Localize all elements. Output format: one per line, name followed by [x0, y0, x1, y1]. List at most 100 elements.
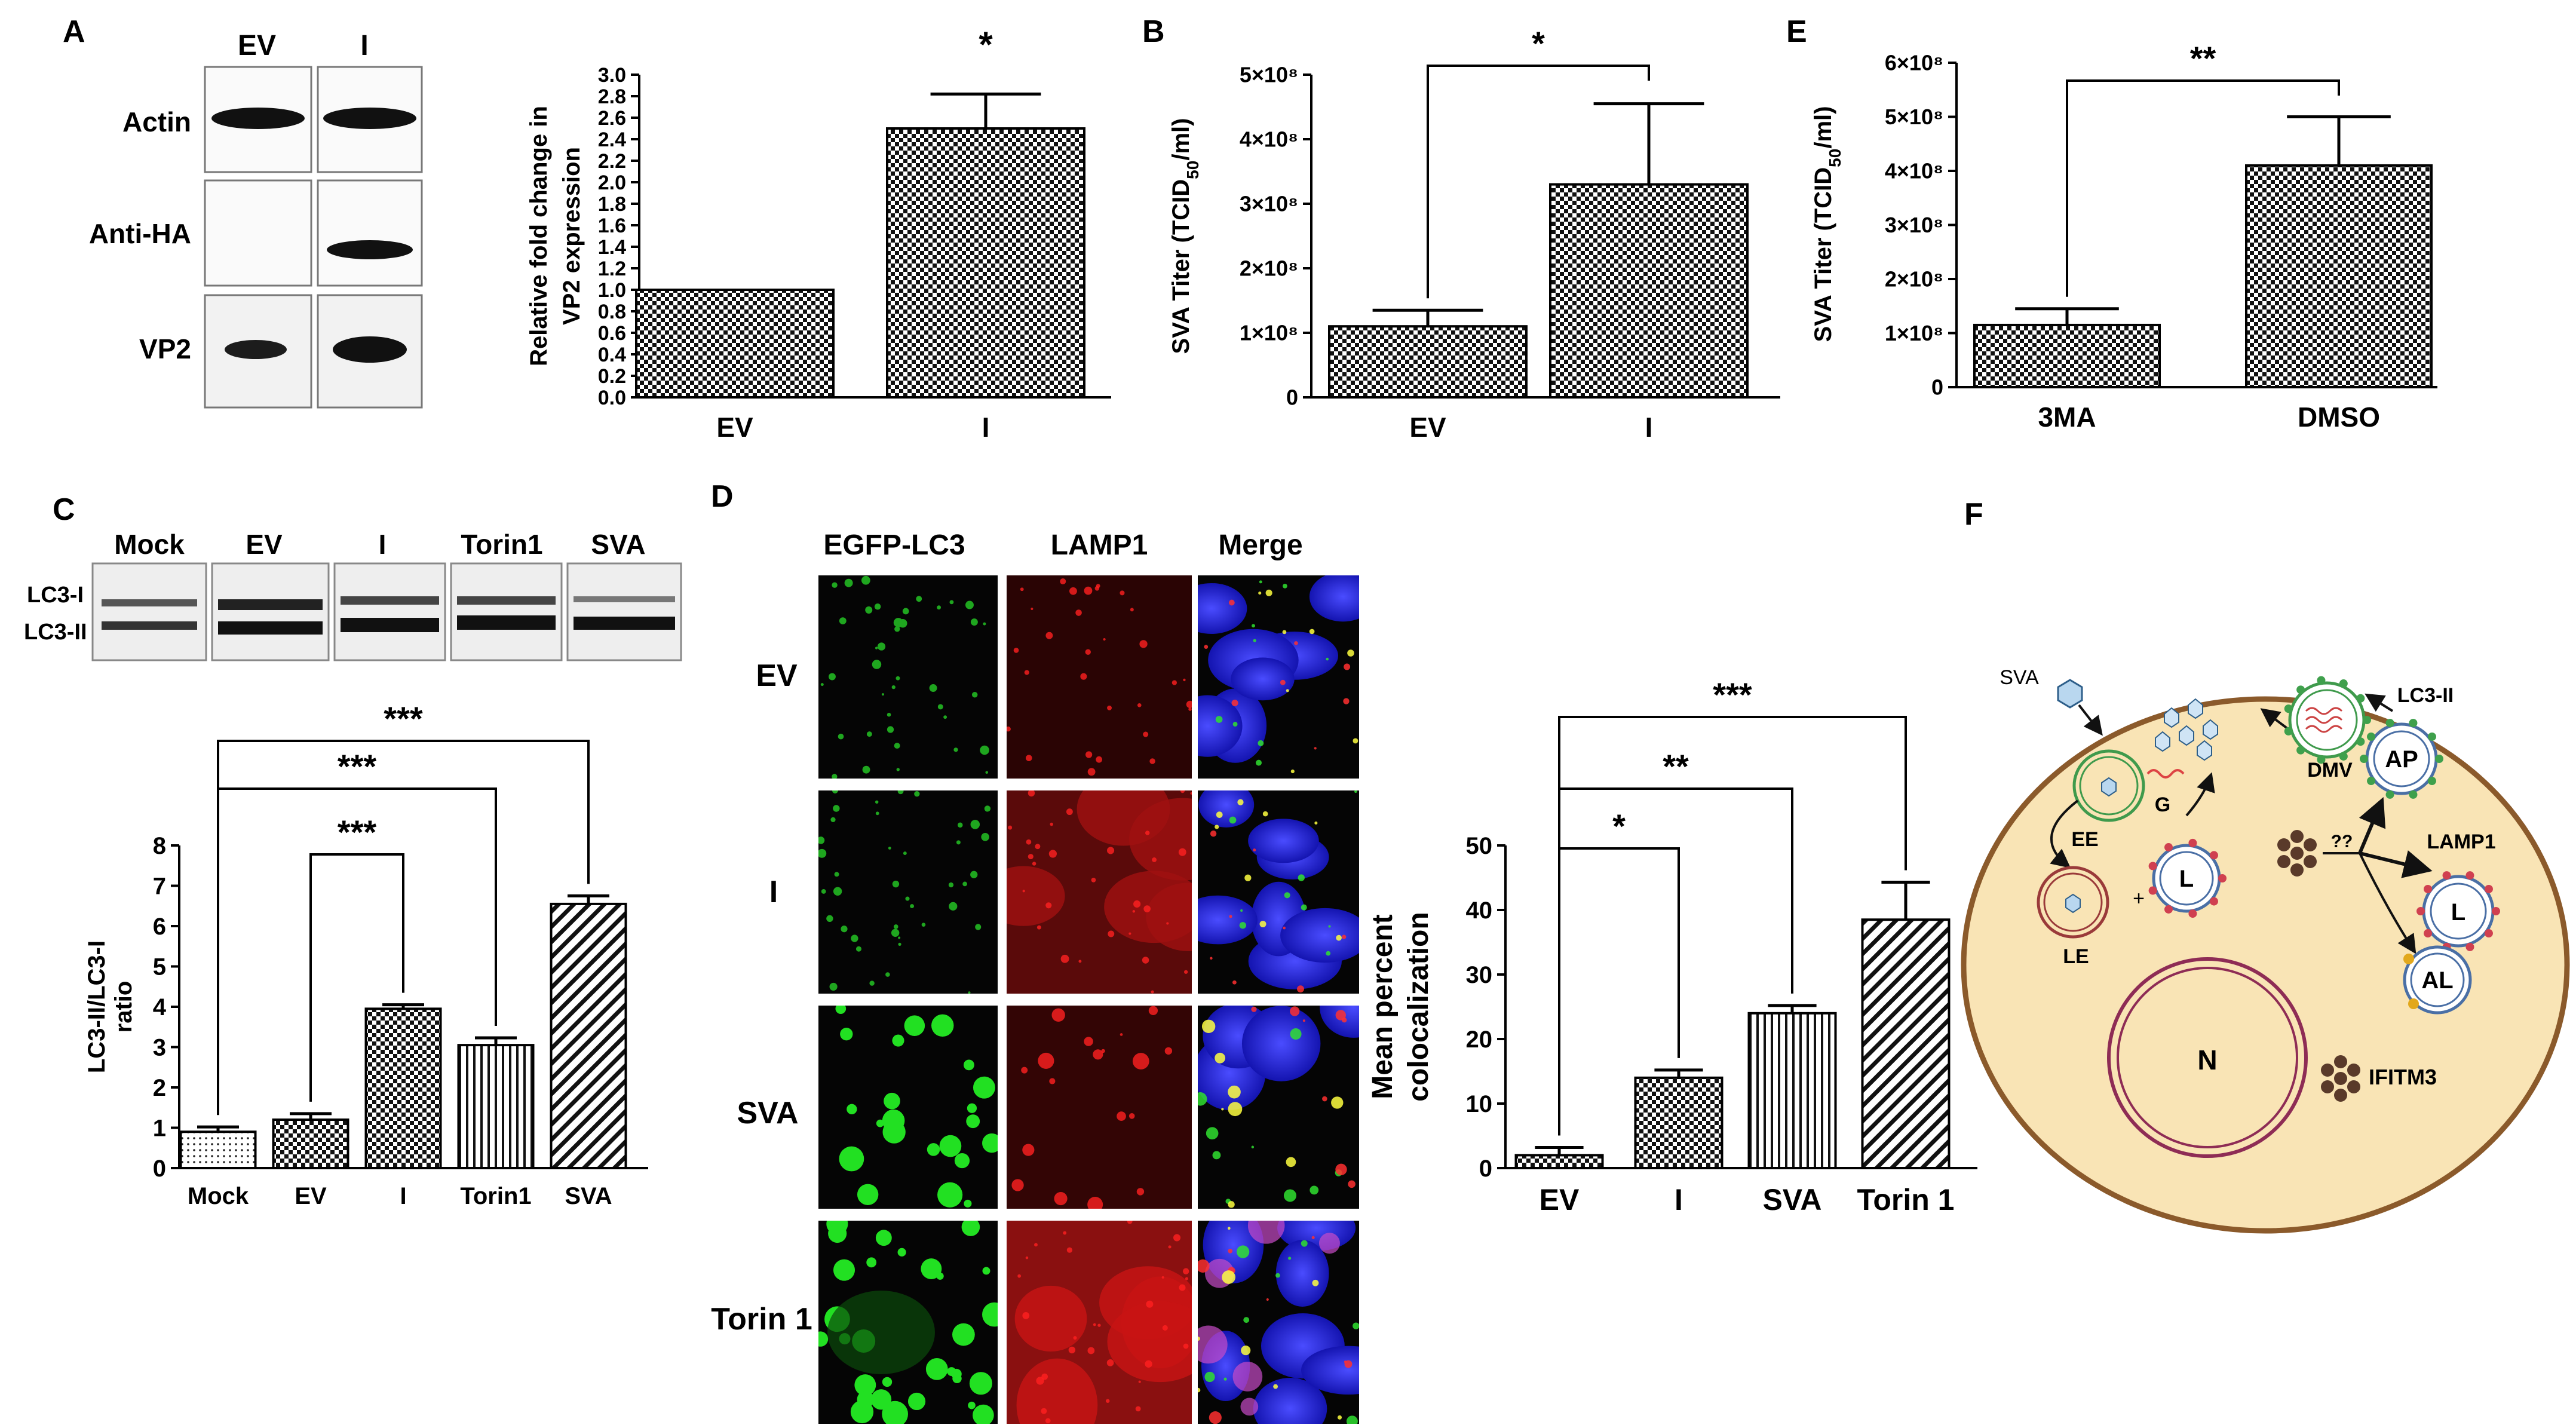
y-tick-label: 2×10⁸	[1885, 267, 1943, 292]
y-axis-label: SVA Titer (TCID50/ml)	[1168, 118, 1202, 354]
image-column-label: Merge	[1218, 529, 1302, 561]
bar	[1634, 1076, 1724, 1170]
blot-lane-label: SVA	[591, 529, 645, 560]
significance-bracket	[309, 853, 404, 1102]
significance-mark: *	[1612, 807, 1626, 845]
y-tick-label: 2×10⁸	[1240, 256, 1298, 281]
y-tick-label: 1.0	[598, 279, 626, 302]
x-tick-label: Torin 1	[1857, 1183, 1955, 1216]
y-tick-label: 0.0	[598, 387, 626, 409]
image-row-label: Torin 1	[711, 1302, 812, 1337]
significance-bracket	[1427, 65, 1650, 299]
y-tick-label: 0.4	[598, 344, 626, 366]
late-endosome	[2037, 866, 2109, 939]
sva-label: SVA	[2000, 666, 2039, 689]
panel-letter-d: D	[711, 479, 734, 514]
y-axis-label: ratio	[111, 981, 137, 1033]
g-label: G	[2155, 793, 2170, 816]
significance-mark: **	[1663, 747, 1689, 785]
panel-letter-c: C	[53, 492, 75, 527]
y-tick-label: 0.2	[598, 365, 626, 388]
bar	[1973, 323, 2161, 388]
l-label: L	[2179, 866, 2194, 892]
micrograph	[1007, 575, 1192, 779]
image-column-label: EGFP-LC3	[823, 529, 965, 561]
micrograph	[1198, 1221, 1359, 1424]
x-tick-label: Mock	[188, 1183, 249, 1209]
blot-lane-label: I	[379, 529, 387, 560]
significance-bracket	[2066, 79, 2340, 297]
y-axis-label: colocalization	[1403, 912, 1434, 1101]
image-column-label: LAMP1	[1051, 529, 1148, 561]
y-tick-label: 2.4	[598, 128, 626, 151]
y-tick-label: 3×10⁸	[1885, 213, 1943, 237]
y-axis-label: Mean percent	[1367, 914, 1399, 1099]
y-tick-label: 3	[153, 1035, 166, 1061]
y-tick-label: 0	[1931, 375, 1943, 400]
y-tick-label: 50	[1466, 833, 1493, 859]
blot-band-label: LC3-II	[24, 620, 87, 645]
y-tick-label: 4	[153, 994, 167, 1021]
plus-label: +	[2133, 887, 2145, 910]
y-tick-label: 2.6	[598, 107, 626, 130]
bar	[1328, 325, 1528, 399]
ee-label: EE	[2071, 828, 2098, 851]
y-axis-label: VP2 expression	[559, 147, 585, 325]
y-tick-label: 10	[1466, 1091, 1493, 1117]
dmv-label: DMV	[2307, 759, 2353, 782]
ap-label: AP	[2385, 746, 2418, 773]
chart-a-bar: 0.00.20.40.60.81.01.21.41.61.82.02.22.42…	[526, 24, 1111, 443]
bar	[550, 902, 627, 1169]
virus-cluster-icon	[2155, 698, 2218, 761]
al-label: AL	[2421, 967, 2453, 994]
x-tick-label: EV	[716, 412, 753, 443]
image-row-label: I	[769, 875, 778, 909]
l-label: L	[2451, 899, 2465, 926]
micrograph	[1007, 790, 1192, 994]
panel-c-blot: Mock EV I Torin1 SVA LC3-I LC3-II	[24, 529, 682, 661]
blot-row-label: Actin	[122, 106, 191, 137]
y-tick-label: 20	[1466, 1026, 1493, 1053]
y-tick-label: 2	[153, 1075, 166, 1101]
y-tick-label: 0	[1479, 1156, 1492, 1182]
y-tick-label: 0.8	[598, 301, 626, 323]
micrograph	[818, 790, 998, 994]
x-tick-label: I	[982, 412, 990, 443]
y-tick-label: 2.8	[598, 85, 626, 108]
bar	[179, 1130, 257, 1169]
blot-lane-label: EV	[238, 30, 276, 62]
micrograph	[1007, 1221, 1192, 1424]
y-axis-label: Relative fold change in	[526, 106, 552, 366]
y-axis-label: LC3-II/LC3-I	[84, 940, 110, 1073]
blot-row-label: VP2	[139, 333, 191, 364]
x-tick-label: I	[1675, 1183, 1683, 1216]
significance-bracket	[1558, 716, 1907, 1136]
le-label: LE	[2063, 945, 2089, 968]
y-tick-label: 6×10⁸	[1885, 51, 1943, 75]
panel-d-images: EGFP-LC3 LAMP1 Merge EV I SVA Torin 1	[711, 529, 1359, 1424]
micrograph	[818, 575, 998, 779]
y-tick-label: 0	[153, 1156, 166, 1182]
significance-bracket	[217, 740, 590, 1116]
x-tick-label: SVA	[565, 1183, 612, 1209]
qq-label: ??	[2331, 832, 2353, 851]
x-tick-label: Torin1	[460, 1183, 531, 1209]
x-tick-label: EV	[1540, 1183, 1580, 1216]
lc3-label: LC3-II	[2397, 684, 2454, 707]
bar	[1514, 1154, 1604, 1170]
virus-icon	[2057, 679, 2083, 709]
y-axis-label: SVA Titer (TCID50/ml)	[1810, 106, 1844, 342]
dmv	[2288, 681, 2366, 759]
y-tick-label: 2.2	[598, 150, 626, 173]
panel-letter-a: A	[63, 14, 85, 49]
blot-row-label: Anti-HA	[89, 218, 191, 249]
y-tick-label: 1×10⁸	[1240, 321, 1298, 345]
micrograph	[1198, 1006, 1359, 1209]
bar	[364, 1007, 442, 1169]
y-tick-label: 0	[1286, 385, 1298, 410]
significance-mark: ***	[338, 813, 377, 851]
x-tick-label: 3MA	[2038, 402, 2096, 433]
significance-mark: *	[979, 24, 993, 65]
panel-a-blot: EV I Actin Anti-HA VP2	[89, 30, 423, 409]
